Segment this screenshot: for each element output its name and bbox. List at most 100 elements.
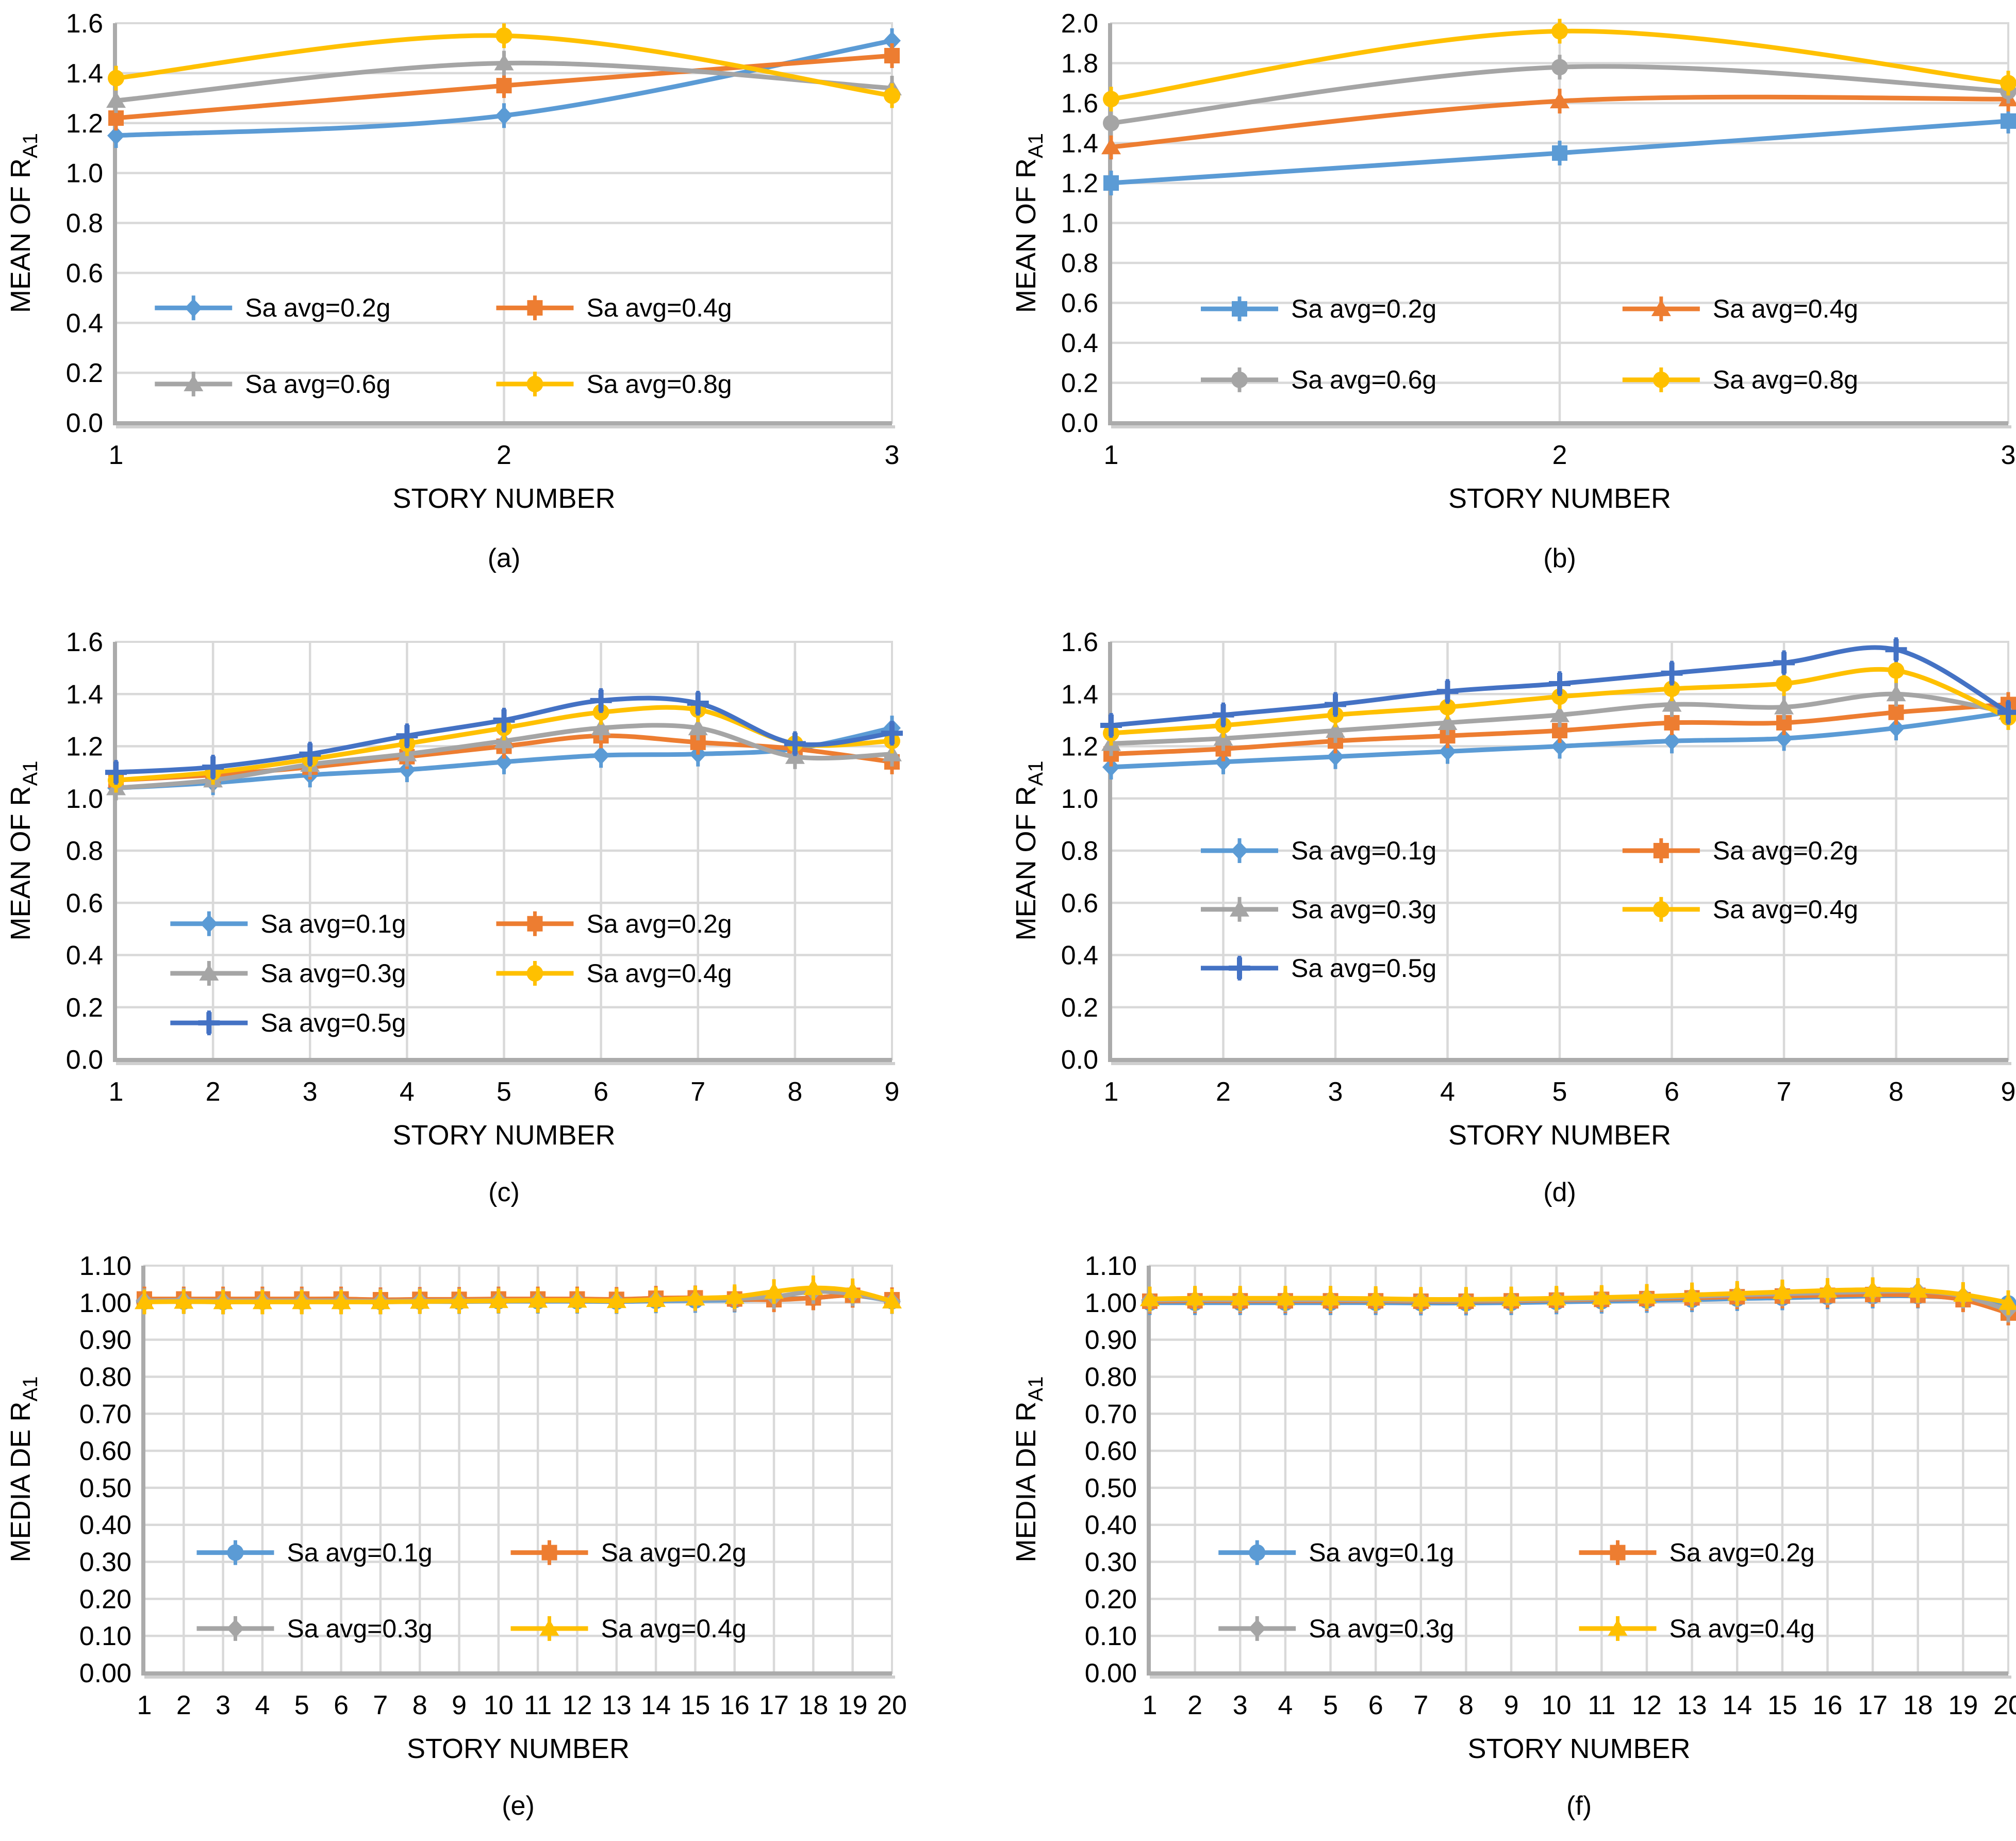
y-tick-label: 1.2 xyxy=(1061,169,1098,198)
legend-label: Sa avg=0.2g xyxy=(601,1538,747,1567)
legend-entry-0: Sa avg=0.1g xyxy=(170,909,406,938)
panel-caption: (b) xyxy=(1543,543,1576,573)
y-tick-label: 0.8 xyxy=(66,209,103,239)
marker-triangle xyxy=(252,1292,272,1309)
y-tick-label: 1.2 xyxy=(66,732,103,762)
marker-triangle xyxy=(567,1291,587,1308)
legend: Sa avg=0.1g Sa avg=0.2g Sa avg=0.3g Sa avg=… xyxy=(196,1538,747,1643)
marker-triangle xyxy=(184,374,204,391)
x-tick-label: 7 xyxy=(1777,1077,1792,1107)
marker-square xyxy=(1552,145,1567,161)
marker-diamond xyxy=(592,746,610,765)
y-tick-label: 0.6 xyxy=(1061,888,1098,918)
marker-triangle xyxy=(1437,713,1458,730)
legend-label: Sa avg=0.1g xyxy=(287,1538,433,1567)
y-tick-label: 0.10 xyxy=(1085,1621,1137,1651)
marker-diamond xyxy=(495,752,513,771)
legend-label: Sa avg=0.1g xyxy=(260,909,406,938)
legend-entry-2: Sa avg=0.6g xyxy=(155,370,390,399)
legend-label: Sa avg=0.2g xyxy=(1291,294,1436,323)
y-tick-label: 0.4 xyxy=(66,308,103,338)
marker-square xyxy=(1610,1545,1626,1561)
x-tick-label: 5 xyxy=(1323,1690,1338,1720)
x-tick-label: 3 xyxy=(1328,1077,1343,1107)
marker-triangle xyxy=(842,1281,863,1298)
legend-entry-0: Sa avg=0.1g xyxy=(196,1538,433,1567)
legend-label: Sa avg=0.3g xyxy=(1309,1614,1454,1643)
x-tick-label: 2 xyxy=(1187,1690,1202,1720)
y-tick-label: 1.0 xyxy=(1061,784,1098,814)
legend-label: Sa avg=0.5g xyxy=(1291,954,1436,983)
x-tick-label: 6 xyxy=(1368,1690,1383,1720)
plot-b: 0.0 0.2 0.4 0.6 0.8 1.0 1.2 1.4 1.6 1.8 2.0 1 2 3 Sa a… xyxy=(1011,9,2016,573)
marker-circle xyxy=(526,375,543,392)
marker-triangle xyxy=(606,1291,626,1308)
y-tick-label: 0.80 xyxy=(79,1362,131,1392)
marker-diamond xyxy=(185,298,203,318)
y-axis-title: MEAN OF RA1 xyxy=(1011,133,1047,313)
x-tick-label: 18 xyxy=(1903,1690,1933,1720)
x-tick-label: 5 xyxy=(294,1690,309,1720)
legend-label: Sa avg=0.2g xyxy=(586,909,732,938)
x-axis-title: STORY NUMBER xyxy=(392,483,615,514)
marker-triangle xyxy=(410,1292,430,1309)
marker-diamond xyxy=(398,760,416,779)
marker-diamond xyxy=(1214,752,1232,771)
legend-entry-2: Sa avg=0.3g xyxy=(1201,895,1436,924)
marker-diamond xyxy=(1551,737,1568,756)
marker-circle xyxy=(1551,23,1568,40)
series-points-0 xyxy=(1103,108,2016,195)
x-tick-label: 8 xyxy=(412,1690,427,1720)
marker-circle xyxy=(1663,681,1680,698)
marker-circle xyxy=(495,27,513,44)
legend: Sa avg=0.2g Sa avg=0.4g Sa avg=0.6g Sa avg=… xyxy=(155,293,732,399)
legend-entry-3: Sa avg=0.4g xyxy=(1579,1614,1815,1643)
marker-circle xyxy=(1653,371,1670,388)
legend-label: Sa avg=0.1g xyxy=(1309,1538,1454,1567)
legend-label: Sa avg=0.1g xyxy=(1291,836,1436,865)
marker-diamond xyxy=(1439,742,1457,761)
marker-triangle xyxy=(1550,92,1569,109)
x-tick-label: 16 xyxy=(720,1690,750,1720)
marker-circle xyxy=(1888,662,1905,679)
marker-triangle xyxy=(724,1287,745,1304)
y-tick-label: 0.50 xyxy=(1085,1473,1137,1503)
series-points-3 xyxy=(108,23,900,108)
series-points-4 xyxy=(105,688,903,785)
y-tick-label: 0.40 xyxy=(1085,1511,1137,1540)
y-tick-label: 1.0 xyxy=(1061,209,1098,239)
marker-diamond xyxy=(1663,732,1681,751)
marker-triangle xyxy=(1592,1288,1612,1305)
x-tick-label: 6 xyxy=(593,1077,608,1107)
x-tick-label: 18 xyxy=(798,1690,828,1720)
marker-square xyxy=(1664,715,1680,731)
marker-diamond xyxy=(107,126,125,145)
y-tick-label: 1.0 xyxy=(66,159,103,189)
marker-triangle xyxy=(764,1282,784,1299)
x-tick-label: 1 xyxy=(109,440,124,470)
marker-triangle xyxy=(331,1292,351,1309)
x-tick-label: 2 xyxy=(1552,440,1567,470)
x-tick-label: 5 xyxy=(1552,1077,1567,1107)
marker-triangle xyxy=(174,1292,194,1309)
y-tick-label: 0.2 xyxy=(1061,993,1098,1023)
y-tick-label: 0.6 xyxy=(1061,289,1098,319)
marker-diamond xyxy=(1248,1619,1266,1638)
y-axis-title: MEAN OF RA1 xyxy=(1011,761,1047,941)
legend-entry-0: Sa avg=0.1g xyxy=(1218,1538,1454,1567)
y-tick-label: 0.0 xyxy=(1061,408,1098,438)
x-tick-label: 4 xyxy=(1278,1690,1293,1720)
y-tick-label: 0.0 xyxy=(66,1045,103,1075)
x-axis-title: STORY NUMBER xyxy=(407,1733,630,1764)
x-tick-label: 4 xyxy=(1440,1077,1455,1107)
x-tick-label: 9 xyxy=(2001,1077,2016,1107)
legend-label: Sa avg=0.2g xyxy=(245,293,390,322)
y-tick-label: 1.4 xyxy=(1061,129,1098,159)
x-tick-label: 3 xyxy=(1233,1690,1248,1720)
y-tick-label: 1.6 xyxy=(66,627,103,657)
y-tick-label: 0.80 xyxy=(1085,1362,1137,1392)
marker-triangle xyxy=(1886,685,1906,702)
marker-triangle xyxy=(1998,1293,2016,1310)
marker-circle xyxy=(1103,114,1119,131)
y-tick-label: 0.4 xyxy=(1061,328,1098,358)
